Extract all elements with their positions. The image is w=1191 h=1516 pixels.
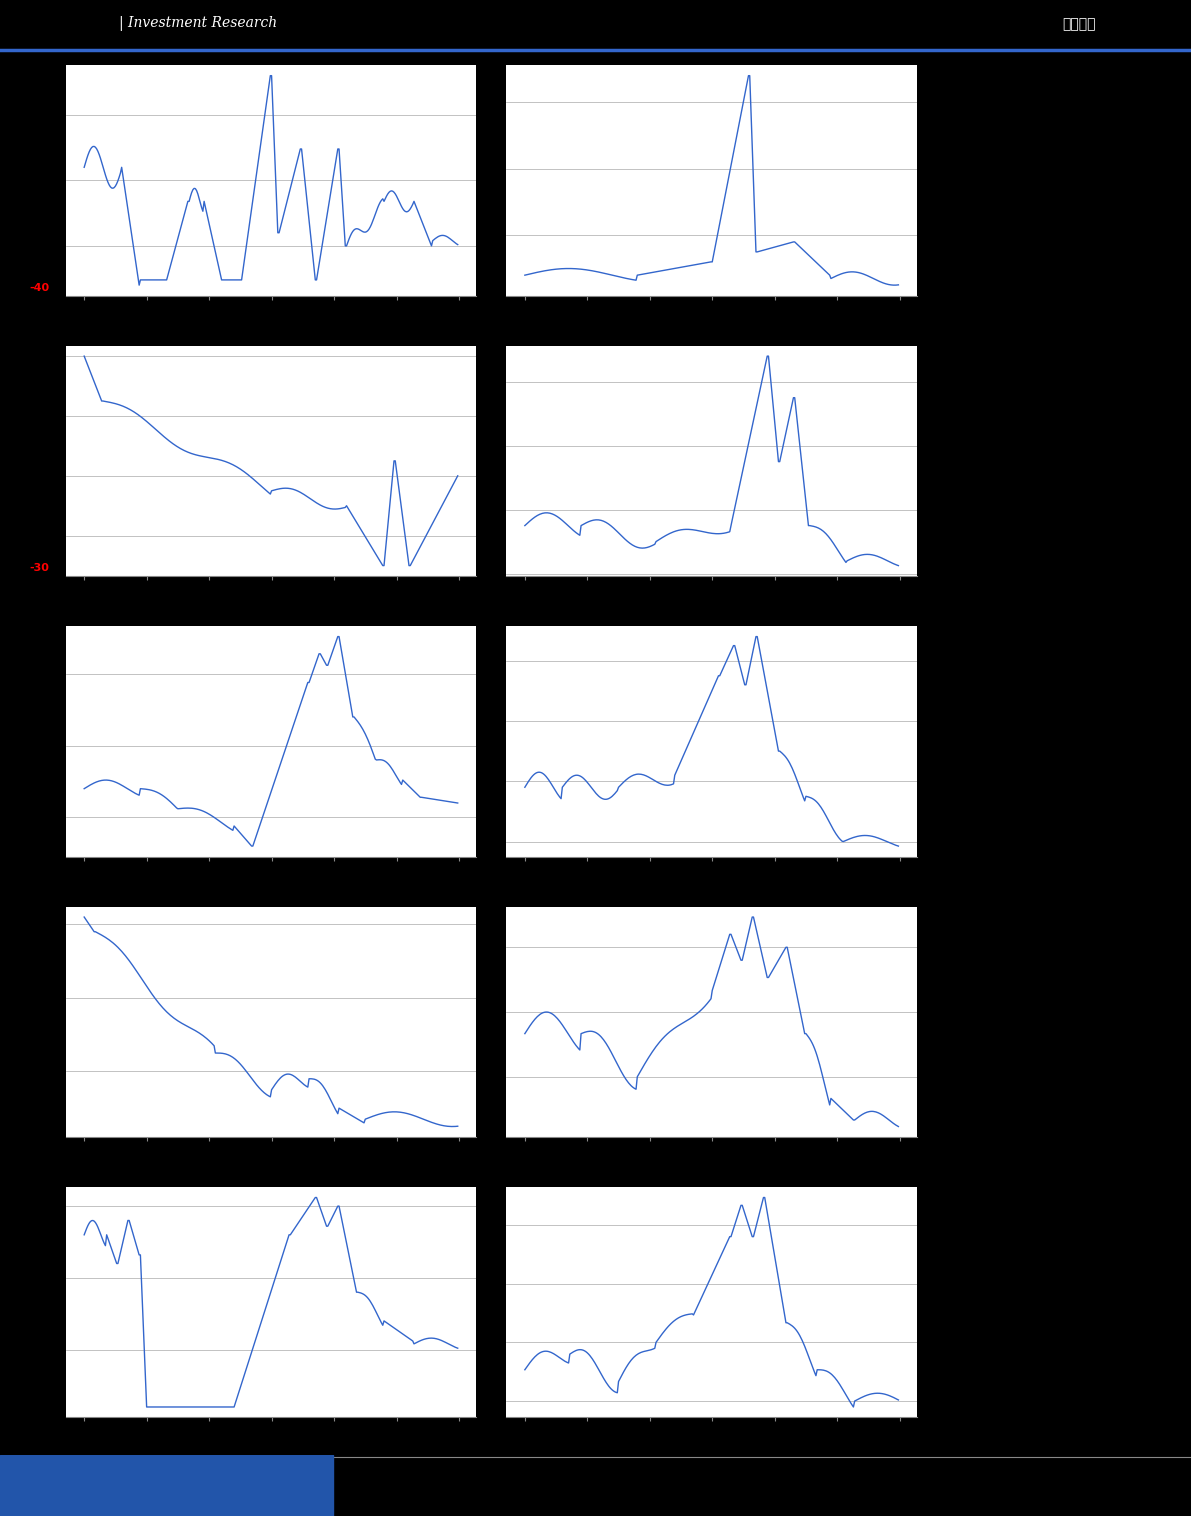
Text: 估值周报: 估值周报 xyxy=(1062,17,1096,30)
Text: | Investment Research: | Investment Research xyxy=(119,17,278,32)
Text: -30: -30 xyxy=(30,562,50,573)
Bar xyxy=(0,1455,333,1516)
Text: -40: -40 xyxy=(30,282,50,293)
